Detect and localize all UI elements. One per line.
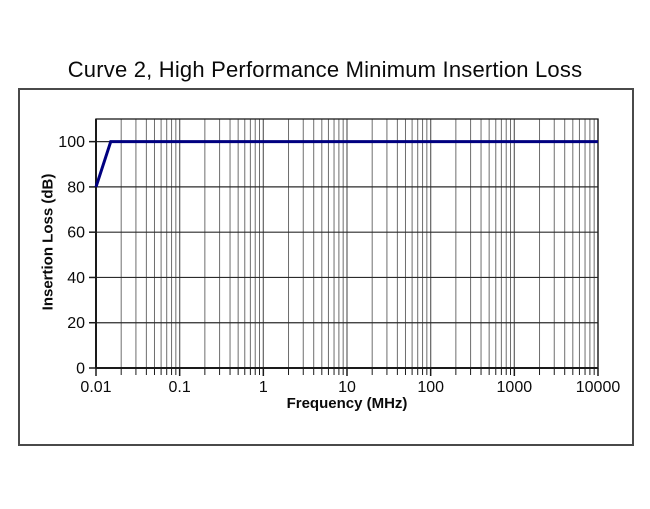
y-tick-labels: 0 20 40 60 80 100 [58,134,85,377]
y-ticks [89,140,96,369]
x-tick-label: 0.01 [80,379,111,396]
y-tick-label: 60 [67,225,85,242]
series-line [94,140,598,188]
y-tick-label: 80 [67,179,85,196]
chart-title: Curve 2, High Performance Minimum Insert… [67,57,583,82]
x-tick-labels: 0.01 0.1 1 10 100 1000 10000 [80,379,620,396]
y-tick-label: 40 [67,270,85,287]
x-minor-gridlines [120,119,595,368]
y-tick-label: 100 [58,134,85,151]
x-tick-label: 1000 [497,379,533,396]
x-axis-title: Frequency (MHz) [286,395,408,412]
figure-box: 0.01 0.1 1 10 100 1000 10000 0 20 40 60 80 100 Inser… [18,88,634,446]
x-tick-label: 100 [417,379,444,396]
y-tick-label: 0 [76,361,85,378]
x-tick-label: 10 [338,379,356,396]
x-tick-label: 0.1 [169,379,191,396]
x-tick-label: 1 [259,379,268,396]
plot-area: 0.01 0.1 1 10 100 1000 10000 0 20 40 60 80 100 [58,118,620,396]
x-ticks [95,368,599,376]
x-tick-label: 10000 [576,379,621,396]
y-tick-label: 20 [67,315,85,332]
y-axis-title: Insertion Loss (dB) [39,173,57,311]
